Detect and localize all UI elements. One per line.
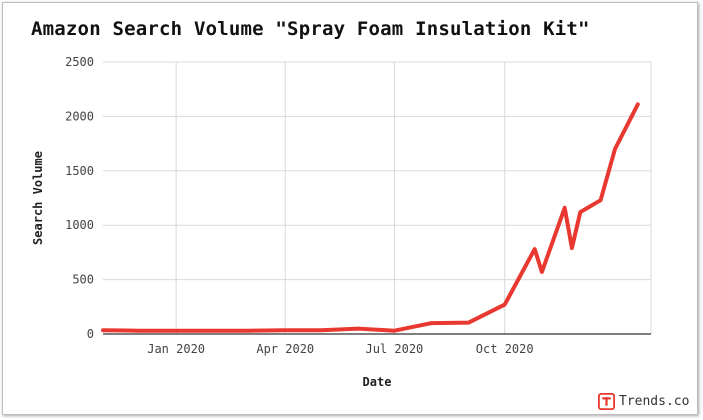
- brand-name: Trends.co: [619, 394, 690, 409]
- y-tick-label: 2500: [65, 55, 94, 69]
- x-axis-title: Date: [363, 375, 392, 389]
- x-tick-label: Apr 2020: [256, 342, 314, 356]
- series-line: [101, 102, 640, 333]
- y-tick-label: 500: [72, 273, 94, 287]
- y-tick-label: 1000: [65, 218, 94, 232]
- y-axis-title: Search Volume: [31, 151, 45, 245]
- x-axis-ticks: Jan 2020 Apr 2020 Jul 2020 Oct 2020: [147, 342, 533, 356]
- y-axis-ticks: 0 500 1000 1500 2000 2500: [65, 55, 94, 341]
- y-tick-label: 0: [87, 327, 94, 341]
- x-tick-label: Jul 2020: [365, 342, 423, 356]
- y-tick-label: 1500: [65, 164, 94, 178]
- chart-series: [101, 102, 640, 333]
- x-tick-label: Oct 2020: [476, 342, 534, 356]
- x-tick-label: Jan 2020: [147, 342, 205, 356]
- chart-card: [2, 2, 698, 415]
- trends-logo-icon: [598, 393, 615, 410]
- chart-grid: [103, 61, 652, 334]
- brand-watermark: Trends.co: [598, 393, 689, 410]
- y-tick-label: 2000: [65, 109, 94, 123]
- chart-title: Amazon Search Volume "Spray Foam Insulat…: [31, 18, 590, 40]
